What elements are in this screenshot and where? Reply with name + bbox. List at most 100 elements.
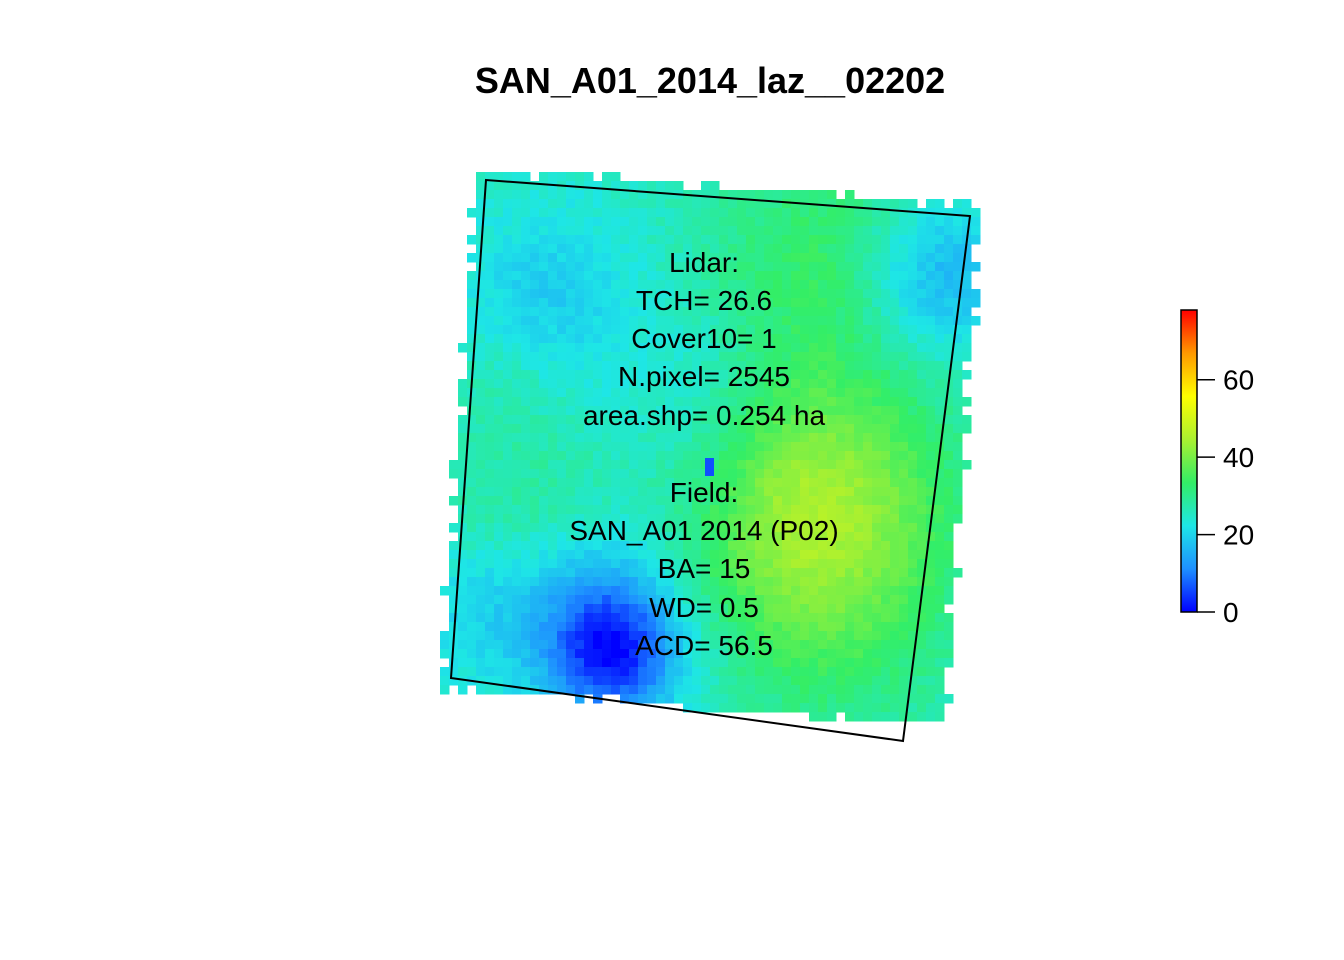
raster-cell	[683, 640, 693, 650]
raster-cell	[782, 613, 792, 623]
raster-cell	[962, 316, 972, 326]
raster-cell	[674, 622, 684, 632]
raster-cell	[467, 658, 477, 668]
raster-cell	[620, 685, 630, 695]
raster-cell	[638, 352, 648, 362]
raster-cell	[863, 676, 873, 686]
raster-cell	[890, 685, 900, 695]
raster-cell	[458, 550, 468, 560]
raster-cell	[845, 658, 855, 668]
raster-cell	[935, 604, 945, 614]
raster-cell	[935, 649, 945, 659]
raster-cell	[665, 514, 675, 524]
raster-cell	[458, 622, 468, 632]
raster-cell	[503, 199, 513, 209]
raster-cell	[899, 514, 909, 524]
raster-cell	[728, 226, 738, 236]
raster-cell	[872, 361, 882, 371]
raster-cell	[926, 559, 936, 569]
raster-cell	[872, 244, 882, 254]
raster-cell	[890, 415, 900, 425]
raster-cell	[845, 289, 855, 299]
raster-cell	[845, 613, 855, 623]
raster-cell	[926, 388, 936, 398]
raster-cell	[647, 676, 657, 686]
raster-cell	[854, 415, 864, 425]
raster-cell	[917, 505, 927, 515]
raster-cell	[593, 280, 603, 290]
raster-cell	[809, 235, 819, 245]
raster-cell	[782, 451, 792, 461]
raster-cell	[557, 577, 567, 587]
raster-cell	[620, 631, 630, 641]
raster-cell	[899, 712, 909, 722]
raster-cell	[926, 352, 936, 362]
raster-cell	[611, 433, 621, 443]
raster-cell	[899, 505, 909, 515]
raster-cell	[764, 361, 774, 371]
raster-cell	[584, 280, 594, 290]
raster-cell	[683, 514, 693, 524]
raster-cell	[575, 469, 585, 479]
raster-cell	[539, 190, 549, 200]
raster-cell	[593, 271, 603, 281]
raster-cell	[863, 469, 873, 479]
raster-cell	[647, 658, 657, 668]
raster-cell	[773, 667, 783, 677]
raster-cell	[683, 649, 693, 659]
raster-cell	[809, 415, 819, 425]
raster-cell	[791, 478, 801, 488]
raster-cell	[881, 523, 891, 533]
raster-cell	[800, 208, 810, 218]
raster-cell	[872, 289, 882, 299]
raster-cell	[458, 658, 468, 668]
raster-cell	[620, 586, 630, 596]
raster-cell	[620, 658, 630, 668]
raster-cell	[764, 622, 774, 632]
raster-cell	[548, 496, 558, 506]
raster-cell	[746, 667, 756, 677]
raster-cell	[683, 541, 693, 551]
raster-cell	[881, 433, 891, 443]
raster-cell	[800, 595, 810, 605]
raster-cell	[692, 307, 702, 317]
raster-cell	[620, 406, 630, 416]
raster-cell	[773, 370, 783, 380]
raster-cell	[503, 505, 513, 515]
raster-cell	[755, 577, 765, 587]
raster-cell	[926, 316, 936, 326]
raster-cell	[764, 478, 774, 488]
raster-cell	[593, 190, 603, 200]
raster-cell	[521, 559, 531, 569]
raster-cell	[926, 604, 936, 614]
raster-cell	[854, 487, 864, 497]
raster-cell	[458, 640, 468, 650]
raster-cell	[638, 658, 648, 668]
raster-cell	[719, 676, 729, 686]
raster-cell	[917, 262, 927, 272]
raster-cell	[494, 532, 504, 542]
raster-cell	[566, 244, 576, 254]
raster-cell	[701, 694, 711, 704]
raster-cell	[503, 586, 513, 596]
raster-cell	[620, 379, 630, 389]
raster-cell	[818, 658, 828, 668]
raster-cell	[854, 289, 864, 299]
raster-cell	[818, 415, 828, 425]
raster-cell	[485, 370, 495, 380]
raster-cell	[494, 568, 504, 578]
raster-cell	[953, 244, 963, 254]
raster-cell	[512, 379, 522, 389]
raster-cell	[566, 370, 576, 380]
raster-cell	[476, 235, 486, 245]
raster-cell	[557, 649, 567, 659]
raster-cell	[908, 487, 918, 497]
raster-cell	[710, 244, 720, 254]
raster-cell	[593, 514, 603, 524]
raster-cell	[791, 685, 801, 695]
raster-cell	[818, 271, 828, 281]
raster-cell	[728, 253, 738, 263]
raster-cell	[620, 541, 630, 551]
raster-cell	[611, 586, 621, 596]
raster-cell	[467, 343, 477, 353]
